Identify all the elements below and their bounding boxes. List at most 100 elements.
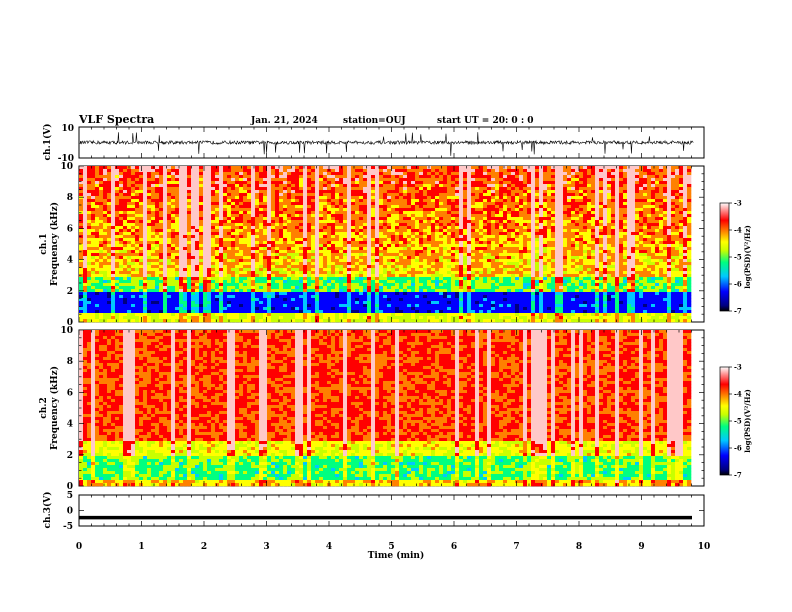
spectrogram-cell xyxy=(247,307,252,311)
spectrogram-cell xyxy=(155,223,160,227)
spectrogram-cell xyxy=(391,277,396,281)
spectrogram-cell xyxy=(335,256,340,260)
spectrogram-cell xyxy=(263,307,268,311)
spectrogram-cell xyxy=(175,187,180,191)
spectrogram-cell xyxy=(163,178,168,182)
spectrogram-cell xyxy=(367,271,372,275)
spectrogram-cell xyxy=(191,178,196,182)
spectrogram-cell xyxy=(391,274,396,278)
spectrogram-cell xyxy=(199,193,204,197)
spectrogram-cell xyxy=(439,316,444,320)
spectrogram-cell xyxy=(87,169,92,173)
spectrogram-cell xyxy=(123,175,128,179)
spectrogram-cell xyxy=(279,172,284,176)
spectrogram-cell xyxy=(207,181,212,185)
spectrogram-cell xyxy=(287,286,292,290)
spectrogram-cell xyxy=(311,175,316,179)
spectrogram-cell xyxy=(383,271,388,275)
spectrogram-cell xyxy=(115,220,120,224)
spectrogram-cell xyxy=(315,244,320,248)
spectrogram-cell xyxy=(399,265,404,269)
spectrogram-cell xyxy=(87,175,92,179)
spectrogram-cell xyxy=(427,184,432,188)
ch1-spectrogram-image xyxy=(79,166,692,323)
spectrogram-cell xyxy=(331,214,336,218)
spectrogram-cell xyxy=(283,259,288,263)
spectrogram-cell xyxy=(175,208,180,212)
spectrogram-cell xyxy=(279,301,284,305)
spectrogram-cell xyxy=(99,172,104,176)
spectrogram-cell xyxy=(287,304,292,308)
spectrogram-cell xyxy=(203,250,208,254)
spectrogram-cell xyxy=(311,226,316,230)
spectrogram-cell xyxy=(303,307,308,311)
spectrogram-cell xyxy=(79,268,84,272)
spectrogram-cell xyxy=(331,298,336,302)
spectrogram-cell xyxy=(131,313,136,317)
spectrogram-cell xyxy=(267,313,272,317)
spectrogram-cell xyxy=(135,211,140,215)
spectrogram-cell xyxy=(227,223,232,227)
spectrogram-cell xyxy=(279,178,284,182)
spectrogram-cell xyxy=(271,211,276,215)
spectrogram-cell xyxy=(203,277,208,281)
spectrogram-cell xyxy=(287,256,292,260)
spectrogram-cell xyxy=(275,310,280,314)
spectrogram-cell xyxy=(291,187,296,191)
spectrogram-cell xyxy=(215,268,220,272)
spectrogram-cell xyxy=(111,307,116,311)
spectrogram-cell xyxy=(375,214,380,218)
spectrogram-cell xyxy=(283,253,288,257)
spectrogram-cell xyxy=(87,265,92,269)
spectrogram-cell xyxy=(175,175,180,179)
spectrogram-cell xyxy=(447,226,452,230)
spectrogram-cell xyxy=(239,253,244,257)
spectrogram-cell xyxy=(127,310,132,314)
spectrogram-cell xyxy=(395,280,400,284)
spectrogram-cell xyxy=(255,196,260,200)
spectrogram-cell xyxy=(423,262,428,266)
spectrogram-cell xyxy=(287,307,292,311)
spectrogram-cell xyxy=(135,175,140,179)
spectrogram-cell xyxy=(159,187,164,191)
spectrogram-cell xyxy=(179,205,184,209)
spectrogram-cell xyxy=(271,172,276,176)
spectrogram-cell xyxy=(387,193,392,197)
spectrogram-cell xyxy=(139,274,144,278)
spectrogram-cell xyxy=(431,310,436,314)
spectrogram-cell xyxy=(435,232,440,236)
spectrogram-cell xyxy=(175,271,180,275)
spectrogram-cell xyxy=(191,211,196,215)
spectrogram-cell xyxy=(95,199,100,203)
spectrogram-cell xyxy=(107,226,112,230)
spectrogram-cell xyxy=(235,235,240,239)
spectrogram-cell xyxy=(451,256,456,260)
spectrogram-cell xyxy=(155,256,160,260)
spectrogram-cell xyxy=(255,166,260,170)
spectrogram-cell xyxy=(419,214,424,218)
spectrogram-cell xyxy=(163,310,168,314)
spectrogram-cell xyxy=(263,187,268,191)
spectrogram-cell xyxy=(355,268,360,272)
spectrogram-cell xyxy=(219,253,224,257)
spectrogram-cell xyxy=(147,280,152,284)
spectrogram-cell xyxy=(315,211,320,215)
spectrogram-cell xyxy=(235,223,240,227)
spectrogram-cell xyxy=(291,283,296,287)
spectrogram-cell xyxy=(287,319,292,323)
spectrogram-cell xyxy=(263,235,268,239)
spectrogram-cell xyxy=(259,202,264,206)
spectrogram-cell xyxy=(235,199,240,203)
spectrogram-cell xyxy=(147,169,152,173)
spectrogram-cell xyxy=(139,238,144,242)
spectrogram-cell xyxy=(127,175,132,179)
spectrogram-cell xyxy=(287,184,292,188)
spectrogram-cell xyxy=(399,304,404,308)
spectrogram-cell xyxy=(159,214,164,218)
spectrogram-cell xyxy=(87,298,92,302)
spectrogram-cell xyxy=(419,220,424,224)
spectrogram-cell xyxy=(155,295,160,299)
spectrogram-cell xyxy=(391,190,396,194)
spectrogram-cell xyxy=(187,319,192,323)
spectrogram-cell xyxy=(287,313,292,317)
